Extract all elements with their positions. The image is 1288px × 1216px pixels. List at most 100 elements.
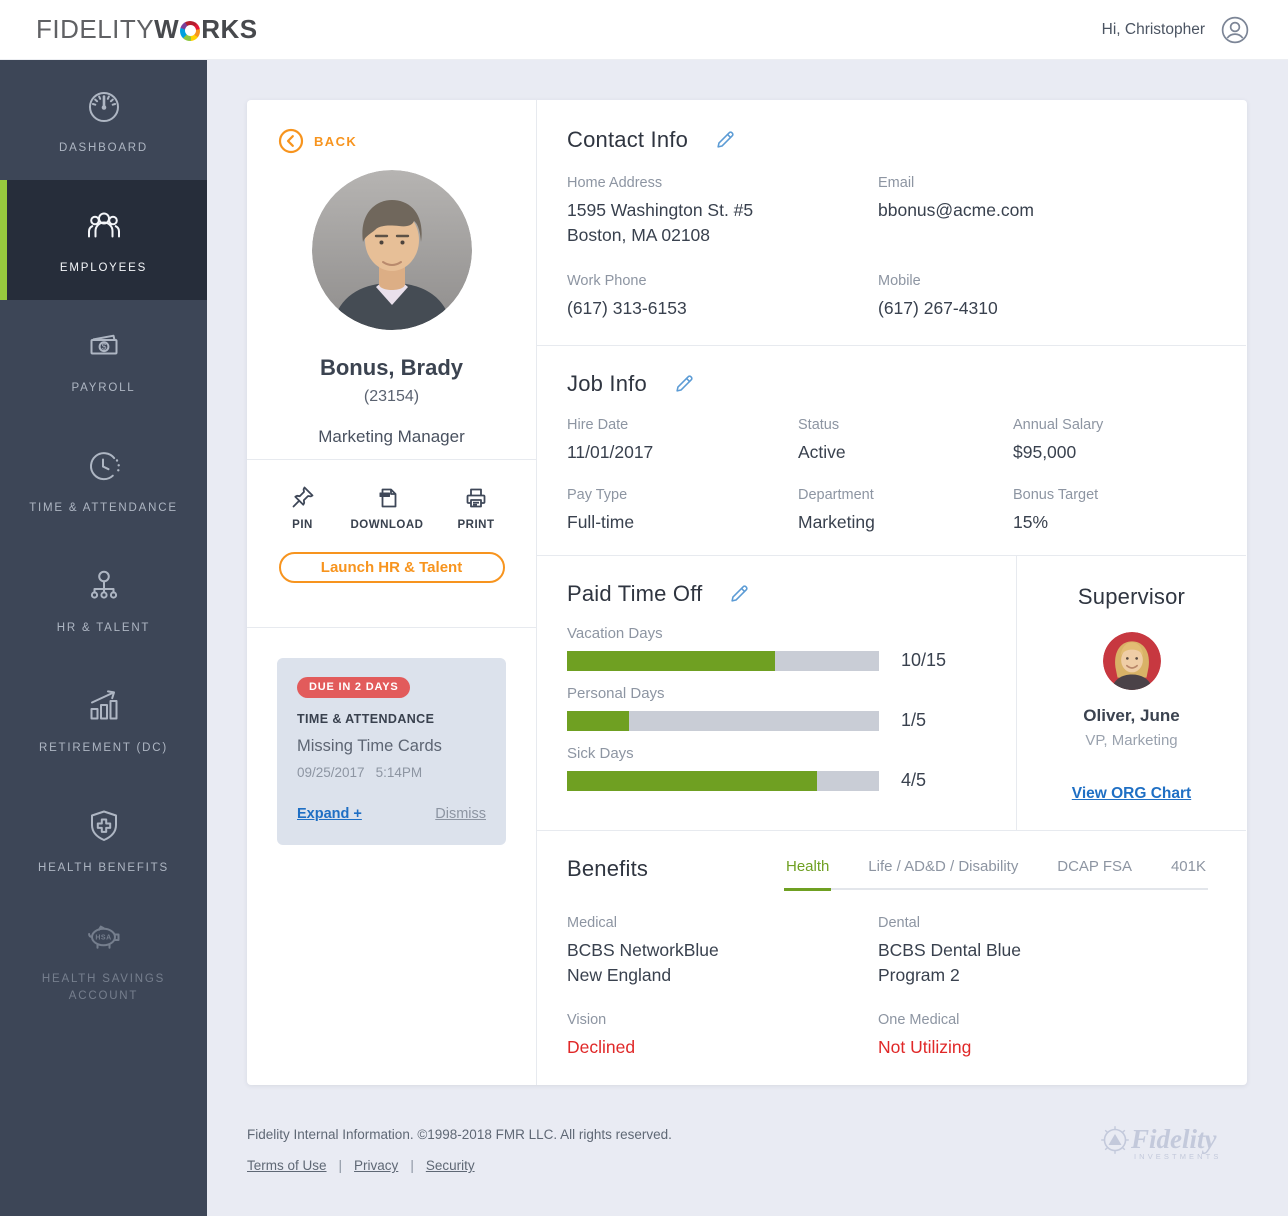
sidebar-item-hsa[interactable]: HSA HEALTH SAVINGS ACCOUNT bbox=[0, 900, 207, 1020]
svg-text:$: $ bbox=[101, 341, 106, 351]
pto-title: Paid Time Off bbox=[567, 581, 703, 606]
contact-info-title: Contact Info bbox=[567, 127, 689, 152]
employee-summary-column: BACK bbox=[247, 100, 537, 1085]
print-label: PRINT bbox=[457, 519, 495, 531]
pencil-icon bbox=[717, 131, 734, 148]
field-dental: Dental BCBS Dental Blue Program 2 bbox=[878, 915, 1216, 988]
field-value: Active bbox=[798, 442, 846, 462]
field-value: (617) 267-4310 bbox=[878, 298, 998, 318]
tab-dcap-fsa[interactable]: DCAP FSA bbox=[1057, 857, 1133, 875]
svg-text:HSA: HSA bbox=[95, 935, 111, 942]
field-label: One Medical bbox=[878, 1012, 960, 1028]
sidebar-item-label: PAYROLL bbox=[71, 381, 136, 394]
print-button[interactable]: PRINT bbox=[458, 483, 495, 531]
sidebar-item-health-benefits[interactable]: HEALTH BENEFITS bbox=[0, 780, 207, 900]
pto-item-label: Vacation Days bbox=[567, 625, 663, 642]
field-annual-salary: Annual Salary $95,000 bbox=[1013, 417, 1216, 465]
progress-fill bbox=[567, 770, 817, 791]
supervisor-role: VP, Marketing bbox=[1085, 732, 1178, 749]
pto-bar-vacation: 10/15 bbox=[567, 650, 986, 671]
field-email: Email bbonus@acme.com bbox=[878, 175, 1216, 248]
employee-name: Bonus, Brady bbox=[319, 355, 464, 380]
edit-contact-info-button[interactable] bbox=[714, 129, 736, 151]
field-label: Mobile bbox=[878, 273, 921, 289]
pto-item-value: 4/5 bbox=[901, 770, 927, 790]
dismiss-link[interactable]: Dismiss bbox=[435, 806, 486, 822]
notification-card: DUE IN 2 DAYS TIME & ATTENDANCE Missing … bbox=[277, 658, 506, 845]
pto-bar-sick: 4/5 bbox=[567, 770, 986, 791]
pto-bar-personal: 1/5 bbox=[567, 710, 986, 731]
progress-fill bbox=[567, 710, 630, 731]
pin-button[interactable]: PIN bbox=[289, 483, 317, 531]
profile-actions-section: PIN DOWNLOAD bbox=[247, 460, 536, 628]
expand-link[interactable]: Expand + bbox=[297, 806, 362, 822]
terms-of-use-link[interactable]: Terms of Use bbox=[247, 1158, 327, 1173]
sidebar-item-time-attendance[interactable]: TIME & ATTENDANCE bbox=[0, 420, 207, 540]
link-separator: | bbox=[410, 1158, 414, 1173]
employee-id: (23154) bbox=[363, 388, 420, 405]
time-attendance-icon bbox=[89, 451, 120, 480]
pto-item-value: 10/15 bbox=[901, 650, 947, 670]
security-link[interactable]: Security bbox=[425, 1158, 475, 1173]
user-avatar-icon[interactable] bbox=[1220, 15, 1250, 45]
supervisor-name: Oliver, June bbox=[1083, 706, 1180, 725]
field-value: bbonus@acme.com bbox=[878, 200, 1034, 220]
field-one-medical: One Medical Not Utilizing bbox=[878, 1012, 1216, 1060]
field-value-not-utilizing: Not Utilizing bbox=[878, 1037, 972, 1057]
main-content: BACK bbox=[207, 60, 1288, 1216]
edit-job-info-button[interactable] bbox=[673, 373, 695, 395]
download-label: DOWNLOAD bbox=[350, 519, 424, 531]
sidebar-item-label: TIME & ATTENDANCE bbox=[29, 501, 178, 514]
benefits-title: Benefits bbox=[567, 856, 649, 881]
footer-links: Terms of Use | Privacy | Security bbox=[247, 1158, 1247, 1173]
sidebar-item-hr-talent[interactable]: HR & TALENT bbox=[0, 540, 207, 660]
job-info-section: Job Info Hire Date 11/01/2017 Statu bbox=[537, 345, 1246, 555]
privacy-link[interactable]: Privacy bbox=[354, 1158, 399, 1173]
pin-label: PIN bbox=[292, 519, 313, 531]
sidebar-item-retirement[interactable]: RETIREMENT (DC) bbox=[0, 660, 207, 780]
sidebar-item-payroll[interactable]: $ PAYROLL bbox=[0, 300, 207, 420]
download-button[interactable]: DOWNLOAD bbox=[351, 483, 424, 531]
field-label: Annual Salary bbox=[1013, 417, 1104, 433]
contact-info-section: Contact Info Home Address 1595 Washingto… bbox=[537, 100, 1246, 345]
progress-fill bbox=[567, 650, 775, 671]
pto-item-label: Sick Days bbox=[567, 745, 634, 762]
field-status: Status Active bbox=[798, 417, 1013, 465]
tab-health[interactable]: Health bbox=[784, 858, 832, 891]
fidelityworks-logo: FIDELITY W RKS bbox=[36, 14, 258, 45]
download-icon bbox=[379, 488, 397, 508]
tab-life-add-disability[interactable]: Life / AD&D / Disability bbox=[868, 857, 1019, 875]
dashboard-icon bbox=[88, 91, 119, 122]
field-label: Medical bbox=[567, 915, 617, 931]
edit-pto-button[interactable] bbox=[728, 583, 750, 605]
tab-401k[interactable]: 401K bbox=[1170, 857, 1206, 875]
notification-time: 5:14PM bbox=[375, 765, 423, 780]
sidebar-item-dashboard[interactable]: DASHBOARD bbox=[0, 60, 207, 180]
field-home-address: Home Address 1595 Washington St. #5 Bost… bbox=[567, 175, 878, 248]
print-icon bbox=[466, 488, 486, 508]
copyright-text: Fidelity Internal Information. ©1998-201… bbox=[247, 1127, 672, 1142]
field-value: 11/01/2017 bbox=[567, 442, 654, 462]
sidebar-item-employees[interactable]: EMPLOYEES bbox=[0, 180, 207, 300]
field-mobile: Mobile (617) 267-4310 bbox=[878, 273, 1216, 321]
benefits-section: Benefits Health Life / AD&D / Disability… bbox=[537, 830, 1246, 1085]
employee-detail-column: Contact Info Home Address 1595 Washingto… bbox=[537, 100, 1246, 1085]
pto-item-value: 1/5 bbox=[901, 710, 927, 730]
paid-time-off-section: Paid Time Off Vacation Days 10/15 bbox=[537, 556, 1017, 830]
back-button[interactable]: BACK bbox=[278, 128, 357, 154]
fidelity-investments-logo: Fidelity INVESTMENTS bbox=[1101, 1124, 1218, 1161]
field-value-declined: Declined bbox=[567, 1037, 636, 1057]
retirement-icon bbox=[90, 689, 117, 719]
launch-hr-talent-button[interactable]: Launch HR & Talent bbox=[278, 552, 505, 583]
view-org-chart-link[interactable]: View ORG Chart bbox=[1071, 785, 1192, 802]
brand-works-rks: RKS bbox=[201, 14, 258, 44]
field-label: Bonus Target bbox=[1013, 487, 1099, 503]
progress-track bbox=[567, 770, 879, 791]
page-footer: Fidelity Internal Information. ©1998-201… bbox=[247, 1124, 1247, 1173]
field-value: BCBS Dental Blue Program 2 bbox=[878, 940, 1021, 985]
field-work-phone: Work Phone (617) 313-6153 bbox=[567, 273, 878, 321]
field-value: (617) 313-6153 bbox=[567, 298, 687, 318]
employee-photo bbox=[311, 170, 472, 330]
sidebar-item-label: RETIREMENT (DC) bbox=[38, 741, 168, 754]
pencil-icon bbox=[676, 375, 693, 392]
